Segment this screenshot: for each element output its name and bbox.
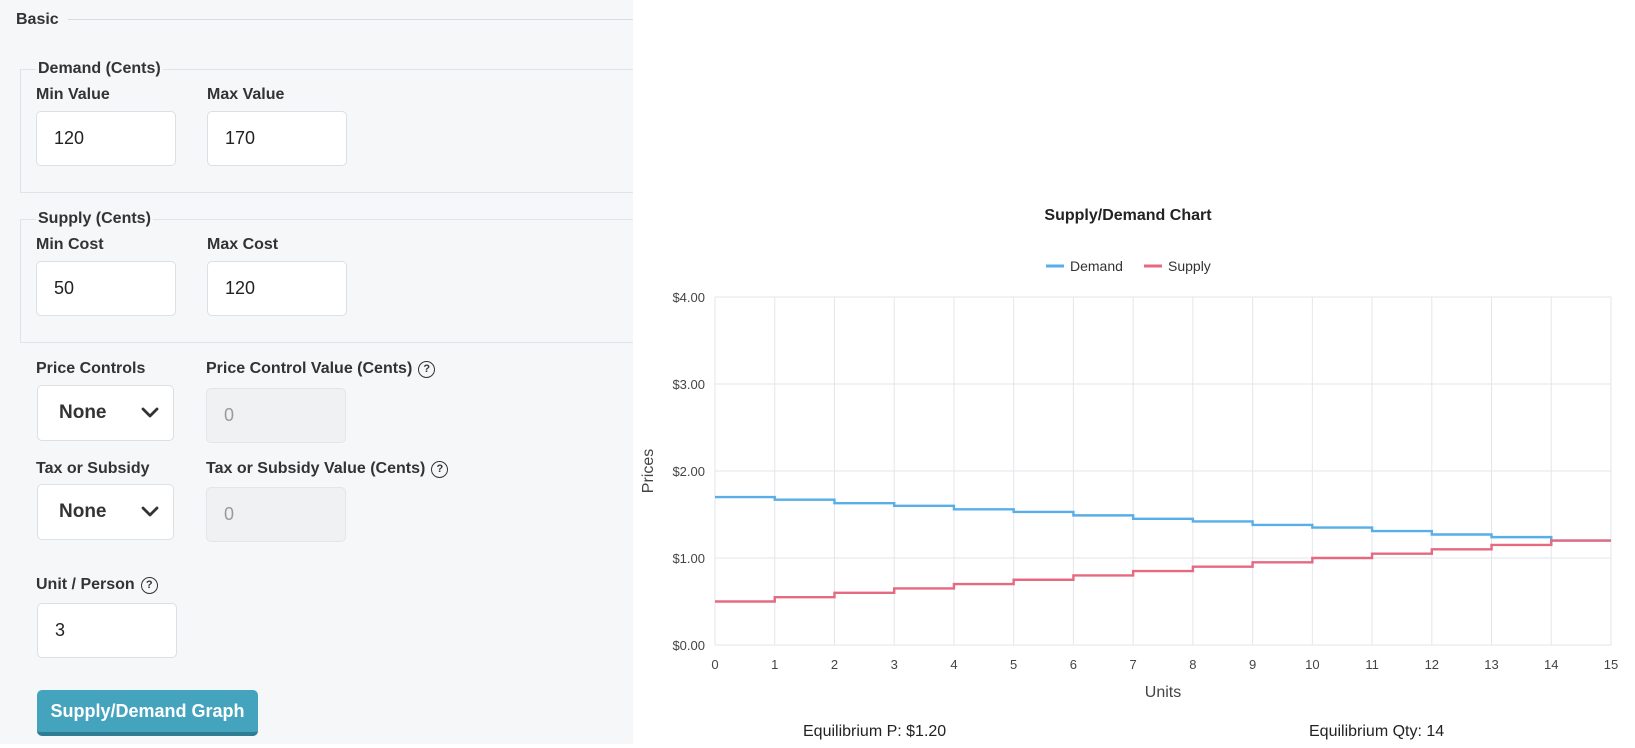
x-tick-label: 3 (891, 657, 898, 672)
settings-panel: Basic Demand (Cents) Min Value Max Value… (0, 0, 633, 744)
supply-legend: Supply (Cents) (36, 210, 153, 228)
legend-label-demand: Demand (1070, 258, 1123, 274)
y-tick-label: $3.00 (672, 377, 705, 392)
x-tick-label: 15 (1604, 657, 1618, 672)
tax-subsidy-select[interactable]: None (37, 484, 174, 540)
series-line-supply (715, 539, 1611, 603)
help-icon[interactable]: ? (140, 577, 158, 594)
price-control-value-label: Price Control Value (Cents)? (206, 360, 436, 378)
price-control-value-label-text: Price Control Value (Cents) (206, 360, 413, 377)
unit-person-label: Unit / Person? (36, 576, 158, 594)
x-tick-label: 9 (1249, 657, 1256, 672)
x-tick-label: 4 (950, 657, 957, 672)
x-tick-label: 5 (1010, 657, 1017, 672)
x-tick-label: 8 (1189, 657, 1196, 672)
unit-person-input[interactable]: 3 (37, 603, 177, 658)
supply-fieldset (20, 219, 633, 343)
supply-max-input[interactable]: 120 (207, 261, 347, 316)
price-controls-label: Price Controls (36, 360, 146, 377)
y-tick-label: $0.00 (672, 638, 705, 653)
x-tick-label: 1 (771, 657, 778, 672)
x-axis-label: Units (1145, 684, 1181, 701)
supply-demand-graph-button[interactable]: Supply/Demand Graph (37, 690, 258, 736)
demand-min-label: Min Value (36, 86, 110, 103)
demand-fieldset (20, 69, 633, 193)
demand-max-label: Max Value (207, 86, 285, 103)
demand-min-input[interactable]: 120 (36, 111, 176, 166)
section-divider (68, 19, 633, 20)
chart-title: Supply/Demand Chart (1044, 207, 1212, 224)
y-tick-label: $4.00 (672, 290, 705, 305)
demand-legend: Demand (Cents) (36, 60, 163, 78)
tax-subsidy-value-input[interactable]: 0 (206, 487, 346, 542)
supply-max-label: Max Cost (207, 236, 279, 253)
tax-subsidy-selected: None (59, 501, 107, 522)
x-tick-label: 13 (1484, 657, 1498, 672)
price-controls-select[interactable]: None (37, 385, 174, 441)
chevron-down-icon (141, 485, 159, 539)
supply-min-input[interactable]: 50 (36, 261, 176, 316)
section-title: Basic (16, 11, 59, 28)
help-icon[interactable]: ? (431, 461, 449, 478)
tax-subsidy-value-label-text: Tax or Subsidy Value (Cents) (206, 460, 426, 477)
chevron-down-icon (141, 386, 159, 440)
y-tick-label: $1.00 (672, 551, 705, 566)
demand-max-input[interactable]: 170 (207, 111, 347, 166)
price-control-value-input[interactable]: 0 (206, 388, 346, 443)
chart-svg: 0 1 2 3 4 5 6 7 8 9 10 11 12 13 14 15$0.00$1.00$2.00$3.… (640, 207, 1618, 701)
price-controls-selected: None (59, 402, 107, 423)
x-tick-label: 6 (1070, 657, 1077, 672)
x-tick-label: 7 (1130, 657, 1137, 672)
help-icon[interactable]: ? (418, 361, 436, 378)
series-line-demand (715, 495, 1611, 542)
x-tick-label: 2 (831, 657, 838, 672)
supply-min-label: Min Cost (36, 236, 104, 253)
x-tick-label: 11 (1365, 657, 1379, 672)
y-axis-label: Prices (640, 449, 657, 493)
unit-person-label-text: Unit / Person (36, 576, 135, 593)
tax-subsidy-value-label: Tax or Subsidy Value (Cents)? (206, 460, 449, 478)
tax-subsidy-label: Tax or Subsidy (36, 460, 150, 477)
equilibrium-price: Equilibrium P: $1.20 (803, 723, 947, 740)
y-tick-label: $2.00 (672, 464, 705, 479)
x-tick-label: 12 (1425, 657, 1439, 672)
legend-label-supply: Supply (1168, 258, 1211, 274)
x-tick-label: 14 (1544, 657, 1558, 672)
equilibrium-qty: Equilibrium Qty: 14 (1309, 723, 1445, 740)
supply-demand-chart: 0 1 2 3 4 5 6 7 8 9 10 11 12 13 14 15 $0.00 $1.00 $2.00 $3.… (633, 0, 1635, 748)
x-tick-label: 10 (1305, 657, 1319, 672)
x-tick-label: 0 (711, 657, 718, 672)
